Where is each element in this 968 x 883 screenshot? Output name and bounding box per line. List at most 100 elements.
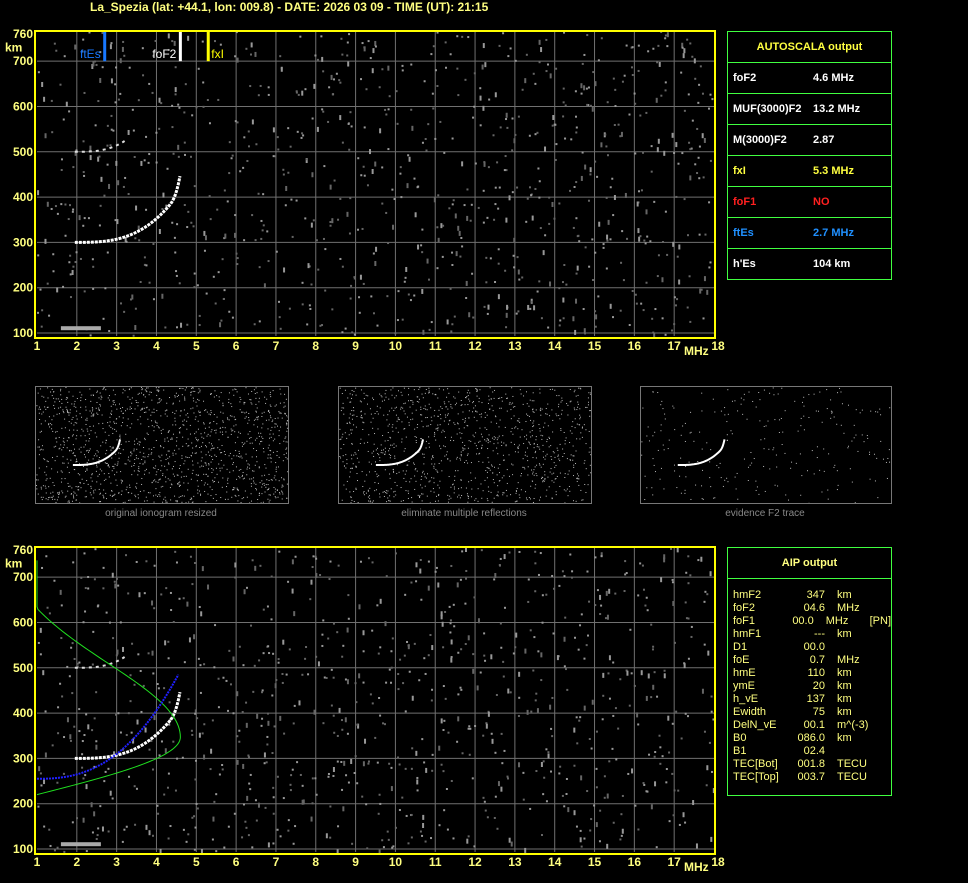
noise-dot: [154, 39, 157, 42]
noise-dot: [554, 158, 557, 161]
noise-dot: [333, 78, 336, 81]
noise-dot: [231, 154, 234, 157]
noise-dot: [558, 584, 561, 587]
thumb-noise: [653, 464, 655, 466]
thumb-noise: [111, 495, 113, 497]
autoscala-row: foF1 NO: [728, 186, 891, 217]
thumb-noise: [274, 496, 276, 498]
thumb-noise: [464, 421, 466, 423]
noise-dot: [431, 92, 434, 95]
noise-dot: [281, 672, 284, 675]
noise-dot: [41, 81, 44, 87]
thumb-noise: [538, 424, 540, 426]
thumb-noise: [251, 403, 253, 405]
thumb-noise: [497, 397, 499, 399]
thumb-noise: [855, 434, 857, 436]
noise-dot: [650, 696, 653, 699]
thumb-noise: [73, 455, 75, 457]
thumb-noise: [421, 414, 423, 416]
thumb-noise: [267, 488, 269, 490]
noise-dot: [63, 736, 66, 739]
thumb-noise: [240, 455, 242, 457]
noise-dot: [390, 650, 393, 653]
thumb-noise: [533, 400, 535, 402]
noise-dot: [468, 753, 471, 756]
noise-dot: [459, 686, 462, 689]
thumb-noise: [71, 493, 73, 495]
thumb-noise: [135, 401, 137, 403]
noise-dot: [242, 803, 245, 806]
thumb-noise: [125, 463, 127, 465]
thumb-noise: [259, 482, 261, 484]
thumb-noise: [267, 454, 269, 456]
thumb-noise: [98, 407, 100, 409]
noise-dot: [668, 751, 671, 754]
thumb-noise: [778, 431, 780, 433]
thumb-noise: [189, 499, 191, 501]
noise-dot: [308, 265, 311, 268]
thumb-noise: [459, 432, 461, 434]
thumb-noise: [498, 480, 500, 482]
noise-dot: [213, 800, 216, 803]
noise-dot: [485, 723, 488, 729]
thumb-noise: [392, 430, 394, 432]
noise-dot: [659, 762, 662, 765]
noise-dot: [404, 710, 407, 713]
noise-dot: [255, 143, 258, 146]
thumb-noise: [166, 415, 168, 417]
noise-dot: [575, 825, 578, 828]
thumb-noise: [197, 474, 199, 476]
noise-dot: [191, 733, 194, 736]
noise-dot: [176, 326, 179, 329]
noise-dot: [54, 205, 57, 208]
x-tick-label: 1: [34, 339, 41, 353]
noise-dot: [614, 592, 617, 595]
noise-dot: [689, 175, 692, 181]
thumb-noise: [532, 501, 534, 503]
noise-dot: [226, 200, 229, 203]
thumb-noise: [93, 414, 95, 416]
noise-dot: [262, 652, 265, 655]
thumb-noise: [183, 419, 185, 421]
noise-dot: [340, 37, 343, 40]
thumb-noise: [205, 473, 207, 475]
thumb-noise: [420, 438, 422, 440]
thumb-noise: [577, 394, 579, 396]
thumb-noise: [499, 407, 501, 409]
thumb-noise: [224, 454, 226, 456]
noise-dot: [44, 752, 47, 758]
thumb-noise: [416, 427, 418, 429]
noise-dot: [367, 760, 370, 763]
noise-dot: [115, 654, 118, 657]
thumb-noise: [444, 436, 446, 438]
thumb-noise: [98, 473, 100, 475]
noise-dot: [148, 82, 151, 85]
thumb-noise: [181, 471, 183, 473]
thumb-noise: [130, 455, 132, 457]
thumb-noise: [212, 497, 214, 499]
thumb-noise: [148, 426, 150, 428]
noise-dot: [161, 293, 164, 299]
thumb-noise: [79, 413, 81, 415]
noise-dot: [675, 195, 678, 198]
noise-dot: [60, 604, 63, 607]
noise-dot: [301, 673, 304, 676]
noise-dot: [440, 611, 443, 617]
thumb-noise: [167, 431, 169, 433]
thumb-noise: [154, 479, 156, 481]
noise-dot: [687, 657, 690, 660]
noise-dot: [82, 224, 85, 227]
thumb-noise: [244, 442, 246, 444]
thumb-noise: [560, 429, 562, 431]
noise-dot: [451, 203, 454, 206]
thumb-noise: [210, 461, 212, 463]
thumb-noise: [363, 490, 365, 492]
thumb-noise: [263, 411, 265, 413]
thumb-noise: [211, 445, 213, 447]
thumb-noise: [141, 477, 143, 479]
thumb-noise: [473, 407, 475, 409]
thumb-noise: [99, 403, 101, 405]
noise-dot: [275, 250, 278, 253]
x-tick-label: 9: [352, 855, 359, 869]
noise-dot: [397, 756, 400, 759]
